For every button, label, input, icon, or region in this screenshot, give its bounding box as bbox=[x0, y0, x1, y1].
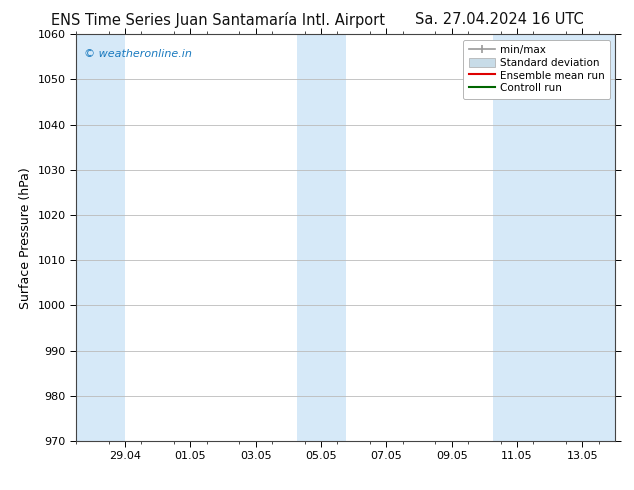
Y-axis label: Surface Pressure (hPa): Surface Pressure (hPa) bbox=[19, 167, 32, 309]
Bar bbox=[297, 34, 346, 441]
Legend: min/max, Standard deviation, Ensemble mean run, Controll run: min/max, Standard deviation, Ensemble me… bbox=[463, 40, 610, 98]
Bar bbox=[493, 34, 615, 441]
Text: © weatheronline.in: © weatheronline.in bbox=[84, 49, 192, 58]
Bar bbox=[76, 34, 125, 441]
Text: ENS Time Series Juan Santamaría Intl. Airport: ENS Time Series Juan Santamaría Intl. Ai… bbox=[51, 12, 385, 28]
Text: Sa. 27.04.2024 16 UTC: Sa. 27.04.2024 16 UTC bbox=[415, 12, 583, 27]
